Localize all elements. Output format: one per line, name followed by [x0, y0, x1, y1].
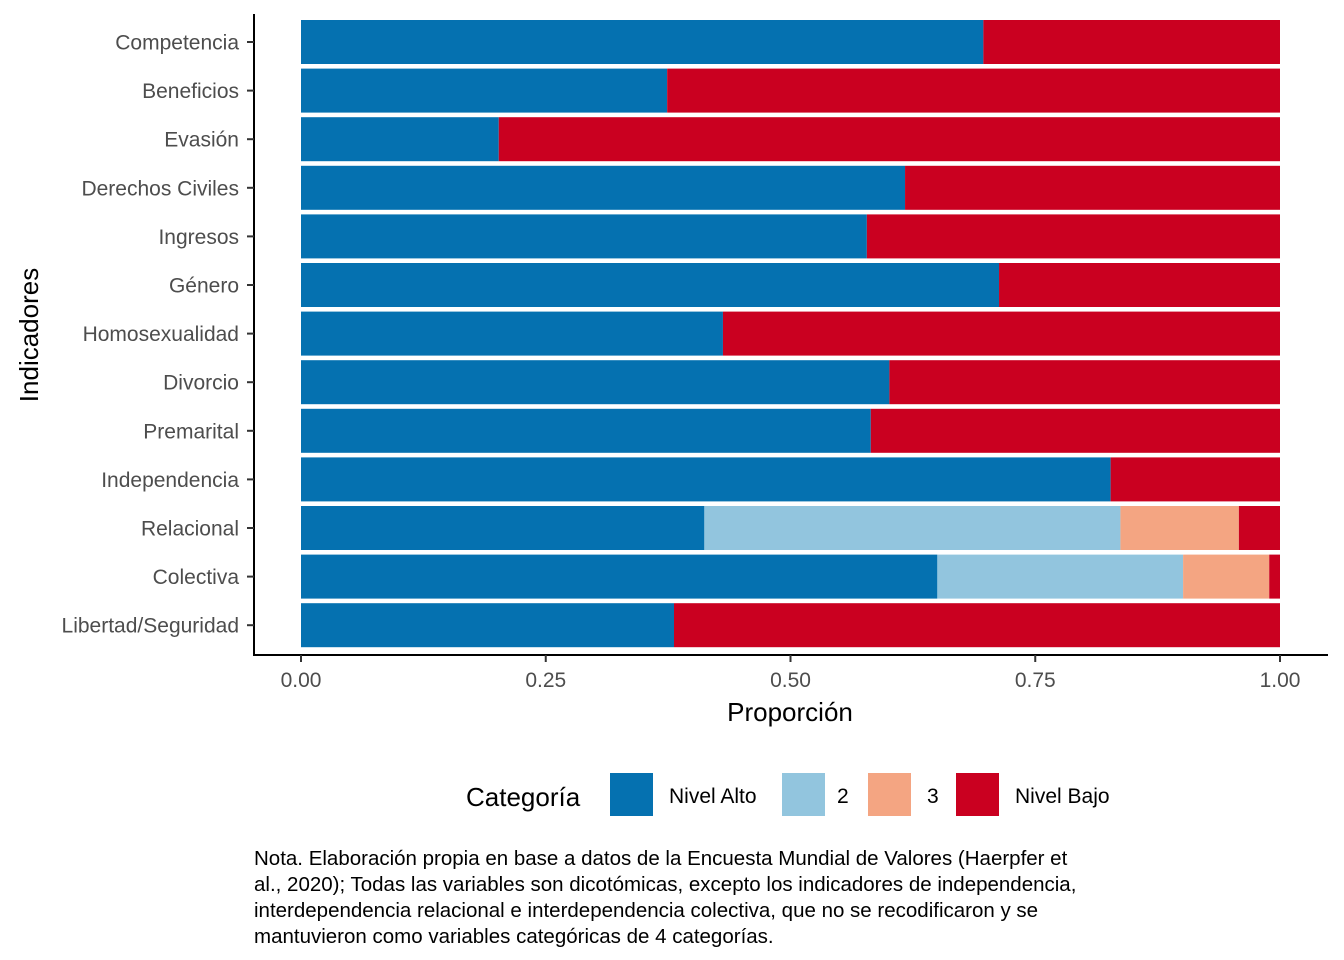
bar-premarital-nivel-bajo	[870, 408, 1280, 453]
legend-label: 3	[927, 785, 939, 808]
x-axis-title: Proporción	[727, 697, 853, 727]
bar-colectiva-nivel-bajo	[1269, 554, 1280, 599]
bar-divorcio-nivel-bajo	[889, 360, 1280, 405]
x-tick-label: 0.50	[770, 669, 811, 692]
bar-derechos-civiles-nivel-bajo	[905, 165, 1280, 210]
bar-homosexualidad-nivel-bajo	[722, 311, 1280, 356]
bar-libertad-seguridad-nivel-alto	[301, 603, 674, 648]
bar-libertad-seguridad-nivel-bajo	[674, 603, 1280, 648]
y-tick-label: Independencia	[101, 469, 239, 492]
y-tick-label: Competencia	[115, 32, 239, 55]
y-ticks-group: Competencia Beneficios Evasión Derechos Civ…	[62, 32, 254, 638]
bar-colectiva-nivel-alto	[301, 554, 938, 599]
bar-competencia-nivel-bajo	[983, 20, 1280, 64]
footnote: Nota. Elaboración propia en base a datos…	[254, 846, 1184, 950]
y-tick-label: Relacional	[141, 518, 239, 541]
bar-ingresos-nivel-alto	[301, 214, 867, 259]
legend-key-2	[782, 773, 825, 816]
bar-beneficios-nivel-alto	[301, 68, 668, 113]
y-axis-title: Indicadores	[14, 268, 44, 402]
y-tick-label: Género	[169, 275, 239, 298]
x-ticks-group: 0.00 0.25 0.50 0.75 1.00	[281, 655, 1301, 692]
y-tick-label: Beneficios	[142, 80, 239, 103]
x-tick-label: 0.75	[1015, 669, 1056, 692]
footnote-line: al., 2020); Todas las variables son dico…	[254, 873, 1077, 896]
y-tick-label: Divorcio	[163, 372, 239, 395]
bar-relacional-3	[1120, 506, 1239, 550]
legend-key-nivel-bajo	[956, 773, 999, 816]
x-tick-label: 0.25	[525, 669, 566, 692]
footnote-line: mantuvieron como variables categóricas d…	[254, 925, 774, 948]
y-tick-label: Evasión	[164, 129, 239, 152]
bar-colectiva-2	[937, 554, 1184, 599]
legend-label: 2	[837, 785, 849, 808]
legend: Categoría Nivel Alto 2 3 Nivel Bajo	[466, 773, 1110, 816]
bar-premarital-nivel-alto	[301, 408, 871, 453]
bar-genero-nivel-alto	[301, 263, 1000, 307]
bar-independencia-nivel-bajo	[1110, 457, 1280, 502]
footnote-line: Nota. Elaboración propia en base a datos…	[254, 847, 1068, 870]
bar-relacional-nivel-bajo	[1238, 506, 1280, 550]
bar-homosexualidad-nivel-alto	[301, 311, 723, 356]
bar-evasion-nivel-bajo	[498, 117, 1280, 162]
bar-evasion-nivel-alto	[301, 117, 499, 162]
bar-relacional-2	[704, 506, 1121, 550]
y-tick-label: Premarital	[143, 420, 239, 443]
y-tick-label: Libertad/Seguridad	[62, 615, 239, 638]
bar-ingresos-nivel-bajo	[866, 214, 1280, 259]
bar-genero-nivel-bajo	[999, 263, 1280, 307]
y-tick-label: Derechos Civiles	[81, 177, 239, 200]
bar-independencia-nivel-alto	[301, 457, 1111, 502]
x-tick-label: 1.00	[1260, 669, 1301, 692]
legend-key-3	[868, 773, 911, 816]
x-tick-label: 0.00	[281, 669, 322, 692]
bars-group	[301, 20, 1280, 648]
legend-label: Nivel Alto	[669, 785, 757, 808]
bar-colectiva-3	[1183, 554, 1270, 599]
y-tick-label: Colectiva	[153, 566, 240, 589]
footnote-line: interdependencia relacional e interdepen…	[254, 899, 1039, 922]
bar-beneficios-nivel-bajo	[667, 68, 1280, 113]
bar-divorcio-nivel-alto	[301, 360, 890, 405]
legend-key-nivel-alto	[610, 773, 653, 816]
legend-label: Nivel Bajo	[1015, 785, 1110, 808]
bar-competencia-nivel-alto	[301, 20, 984, 64]
bar-derechos-civiles-nivel-alto	[301, 165, 906, 210]
y-tick-label: Ingresos	[158, 226, 239, 249]
y-tick-label: Homosexualidad	[83, 323, 239, 346]
bar-relacional-nivel-alto	[301, 506, 705, 550]
legend-title: Categoría	[466, 782, 581, 812]
stacked-bar-chart: Competencia Beneficios Evasión Derechos Civ…	[14, 14, 1328, 816]
